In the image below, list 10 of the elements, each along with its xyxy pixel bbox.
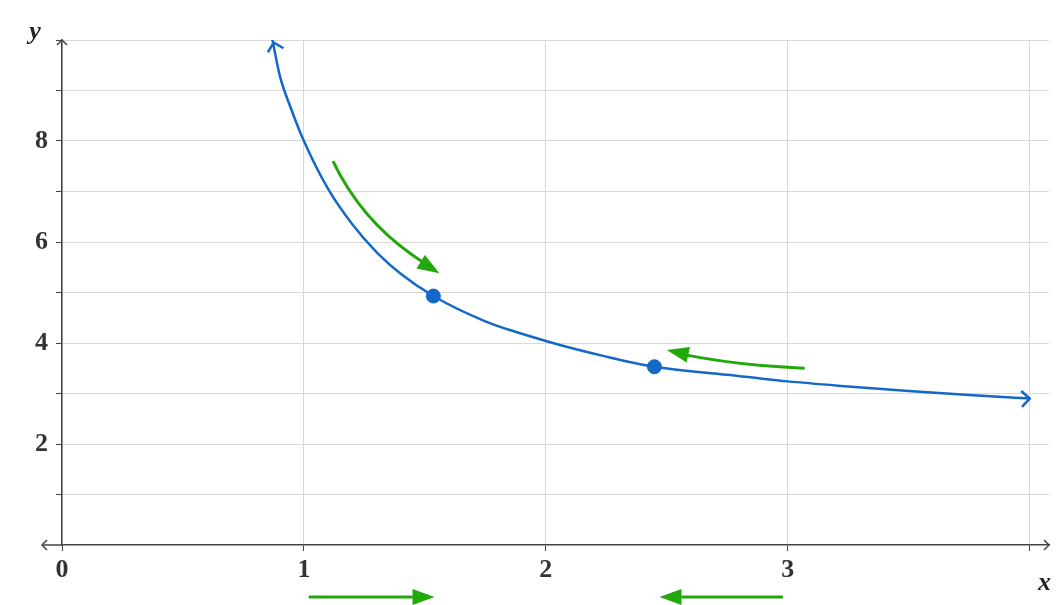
y-axis-title: y <box>26 15 42 45</box>
x-tick-label: 2 <box>539 554 553 584</box>
x-axis-title: x <box>1037 566 1051 596</box>
x-tick-label: 3 <box>781 554 795 584</box>
y-tick-label: 4 <box>35 326 48 356</box>
y-tick-label: 8 <box>35 124 48 154</box>
x-tick-label: 1 <box>297 554 311 584</box>
x-tick-label: 0 <box>55 554 69 584</box>
y-tick-label: 6 <box>35 225 48 255</box>
y-tick-label: 2 <box>35 427 48 457</box>
